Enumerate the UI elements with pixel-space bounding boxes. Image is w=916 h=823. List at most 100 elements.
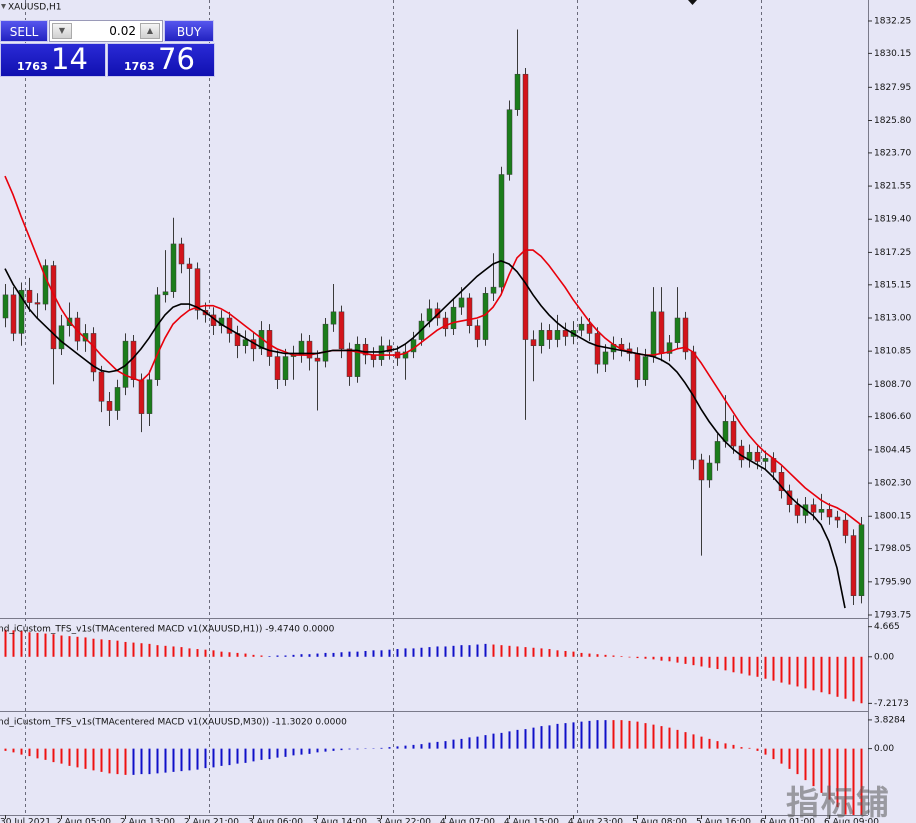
candle-body [226,317,233,334]
x-tick-label: 2 Aug 05:00 [56,818,111,823]
candle-body [490,286,497,294]
x-tick-label: 4 Aug 07:00 [440,818,495,823]
x-tick-label: 6 Aug 09:00 [824,818,879,823]
candle-body [554,330,561,340]
trade-panel: SELL ▼ 0.02 ▲ BUY 1763 14 1763 76 [0,20,215,77]
candle-body [162,291,169,296]
y-tick-label: 1808.70 [874,380,911,390]
bid-price[interactable]: 1763 14 [0,42,106,77]
candle-body [98,371,105,402]
candle-body [194,268,201,311]
candle-body [730,421,737,447]
x-tick-label: 6 Aug 01:00 [760,818,815,823]
candle-body [354,343,361,377]
candle-body [26,289,33,303]
candle-body [466,297,473,326]
y-tick-label: 1830.15 [874,49,911,59]
candle-body [146,379,153,414]
candle-body [426,308,433,322]
candle-body [314,357,321,362]
candle-body [698,459,705,481]
indicator-title: nd_iCustom_TFS_v1s(TMAcentered MACD v1(X… [0,718,347,728]
x-tick-label: 2 Aug 13:00 [120,818,175,823]
bid-pips: 14 [51,42,88,76]
y-tick-label: 1813.00 [874,313,911,323]
y-tick-label: 1800.15 [874,512,911,522]
candle-body [578,323,585,331]
y-tick-label: 1806.60 [874,412,911,422]
y-tick-label: 1817.25 [874,248,911,258]
symbol-icon [1,4,6,9]
candle-body [842,519,849,536]
candle-body [82,333,89,342]
candle-body [674,317,681,343]
candle-body [778,472,785,492]
candle-body [738,445,745,461]
candle-body [498,174,505,288]
candle-body [178,243,185,265]
y-tick-label: 1795.90 [874,577,911,587]
indicator-line [4,175,862,526]
candle-body [338,311,345,350]
y-tick-label: 1798.05 [874,544,911,554]
candle-body [706,462,713,481]
candle-body [114,387,121,411]
y-tick-label: 1804.45 [874,445,911,455]
lot-field[interactable]: ▼ 0.02 ▲ [49,20,163,42]
candle-body [322,323,329,362]
y-tick-label: 1821.55 [874,182,911,192]
candle-body [10,294,17,334]
x-tick-label: 4 Aug 15:00 [504,818,559,823]
x-tick-label: 3 Aug 22:00 [376,818,431,823]
candle-body [90,333,97,373]
lot-increase[interactable]: ▲ [140,23,160,39]
candle-body [602,351,609,365]
candle-body [282,356,289,380]
y-tick-label: 1832.25 [874,16,911,26]
candle-body [42,265,49,305]
candle-body [450,306,457,330]
candle-body [138,379,145,414]
candle-body [562,330,569,337]
candle-body [634,353,641,380]
candle-body [658,311,665,354]
candle-body [682,317,689,353]
candle-body [506,109,513,175]
candle-body [474,325,481,340]
candle-body [458,297,465,308]
candle-body [74,317,81,342]
candle-body [482,293,489,340]
candle-body [834,516,841,521]
ask-big-figure: 1763 [124,60,155,73]
candle-body [170,243,177,293]
candle-body [722,421,729,442]
candle-body [642,356,649,380]
candle-body [154,294,161,380]
candle-body [850,535,857,596]
candle-body [306,340,313,359]
indicator-panel [4,629,863,704]
x-tick-label: 2 Aug 21:00 [184,818,239,823]
x-tick-label: 4 Aug 23:00 [568,818,623,823]
candle-body [586,323,593,334]
indicator-panel [4,720,863,815]
candle-body [546,330,553,340]
candle-body [34,302,41,305]
y-tick-label: 1825.80 [874,116,911,126]
y-tick-label: 0.00 [874,744,894,754]
sell-button[interactable]: SELL [0,20,48,42]
y-tick-label: 0.00 [874,652,894,662]
y-tick-label: 1819.40 [874,215,911,225]
buy-button[interactable]: BUY [164,20,214,42]
candle-body [402,351,409,359]
lot-decrease[interactable]: ▼ [52,23,72,39]
candle-body [330,311,337,325]
x-tick-label: 5 Aug 16:00 [696,818,751,823]
candle-body [362,343,369,356]
candle-body [826,509,833,518]
ask-price[interactable]: 1763 76 [107,42,215,77]
candle-body [530,339,537,347]
candle-body [810,504,817,513]
